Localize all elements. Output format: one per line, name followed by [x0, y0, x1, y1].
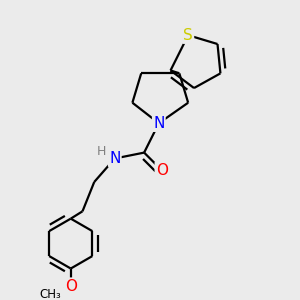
Text: CH₃: CH₃ — [39, 288, 61, 300]
Text: O: O — [156, 163, 168, 178]
Text: S: S — [183, 28, 193, 43]
Text: H: H — [97, 145, 106, 158]
Text: O: O — [65, 279, 77, 294]
Text: N: N — [153, 116, 164, 131]
Text: N: N — [109, 151, 121, 166]
